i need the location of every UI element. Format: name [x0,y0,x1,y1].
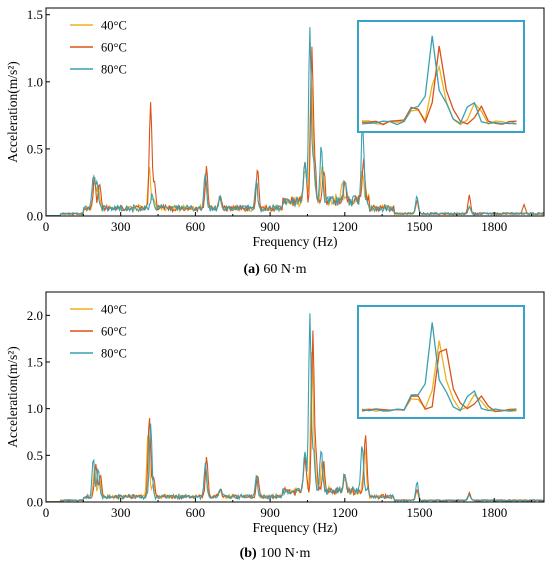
inset-line [361,35,517,126]
caption-b-letter: (b) [239,546,257,561]
legend-label: 60°C [101,325,127,339]
caption-a-letter: (a) [243,262,260,277]
x-tick-label: 1200 [332,219,358,234]
y-tick-label: 1.5 [27,355,43,370]
legend-label: 80°C [101,63,127,77]
x-tick-label: 600 [186,219,206,234]
chart-panel-b: 0 300 600 900 1200 1500 1800 0.0 0.5 1.0 1.5 2.0 Fre… [5,291,545,535]
y-tick-label: 1.0 [27,401,43,416]
inset-line [361,45,517,126]
series-line-80c [46,313,544,502]
y-tick-label: 1.0 [27,74,43,89]
x-tick-label: 1500 [407,505,433,520]
x-tick-label: 900 [260,219,280,234]
chart-panel-a: 0 300 600 900 1200 1500 1800 0.0 0.5 1.0 1.5 Freque… [5,7,545,249]
x-tick-label: 1800 [481,505,507,520]
inset-line [361,348,517,413]
y-axis-label: Acceleration(m/s²) [5,61,20,163]
x-tick-label: 0 [43,505,50,520]
legend-label: 40°C [101,303,127,317]
legend-label: 60°C [101,41,127,55]
plot-frame [45,7,545,217]
y-tick-label: 2.0 [27,308,43,323]
x-tick-label: 1500 [407,219,433,234]
x-tick-label: 600 [186,505,206,520]
inset-series [361,35,517,126]
x-axis-label: Frequency (Hz) [252,520,337,535]
x-tick-label: 0 [43,219,50,234]
y-tick-label: 1.5 [27,7,43,22]
x-axis-label: Frequency (Hz) [252,234,337,249]
caption-b-text: 100 N·m [260,546,311,561]
caption-b: (b) 100 N·m [0,546,550,562]
caption-a: (a) 60 N·m [0,262,550,278]
x-tick-label: 1800 [481,219,507,234]
series-group [46,313,544,502]
x-tick-label: 1200 [332,505,358,520]
legend-label: 40°C [101,19,127,33]
y-tick-label: 0.5 [27,448,43,463]
y-tick-label: 0.0 [27,209,43,224]
series-group [46,27,544,216]
plot-frame [45,291,545,503]
y-tick-label: 0.0 [27,495,43,510]
inset-line [361,322,517,412]
x-tick-label: 300 [111,219,131,234]
x-tick-label: 900 [260,505,280,520]
legend-label: 80°C [101,347,127,361]
inset-series [361,322,517,413]
inset-box [357,305,525,419]
series-line-80c [46,27,544,216]
y-tick-label: 0.5 [27,141,43,156]
caption-a-text: 60 N·m [263,262,307,277]
x-tick-label: 300 [111,505,131,520]
y-axis-label: Acceleration(m/s²) [5,346,20,448]
